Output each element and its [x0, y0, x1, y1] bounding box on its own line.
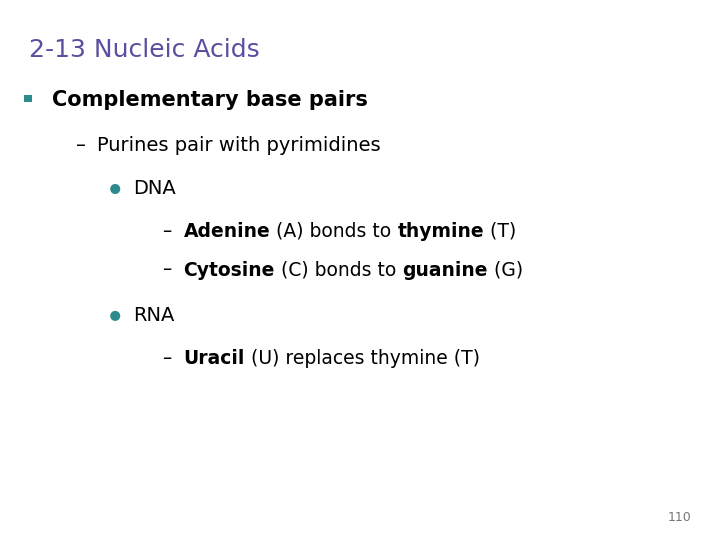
Text: (U) replaces thymine (T): (U) replaces thymine (T): [245, 348, 480, 368]
Ellipse shape: [110, 184, 120, 194]
Text: Adenine: Adenine: [184, 221, 270, 241]
Text: Uracil: Uracil: [184, 348, 245, 368]
Text: –: –: [162, 348, 171, 368]
Bar: [24, 94, 32, 102]
Text: –: –: [76, 136, 86, 156]
Text: (A) bonds to: (A) bonds to: [270, 221, 397, 241]
Text: guanine: guanine: [402, 260, 487, 280]
Text: RNA: RNA: [133, 306, 174, 326]
Text: Complementary base pairs: Complementary base pairs: [52, 90, 368, 110]
Text: thymine: thymine: [397, 221, 484, 241]
Text: (G): (G): [487, 260, 523, 280]
Text: –: –: [162, 260, 171, 280]
Ellipse shape: [110, 311, 120, 321]
Text: (C) bonds to: (C) bonds to: [275, 260, 402, 280]
Text: –: –: [162, 221, 171, 241]
Text: (T): (T): [484, 221, 516, 241]
Text: DNA: DNA: [133, 179, 176, 199]
Text: Cytosine: Cytosine: [184, 260, 275, 280]
Text: Purines pair with pyrimidines: Purines pair with pyrimidines: [97, 136, 381, 156]
Text: 110: 110: [667, 511, 691, 524]
Text: 2-13 Nucleic Acids: 2-13 Nucleic Acids: [29, 38, 259, 62]
